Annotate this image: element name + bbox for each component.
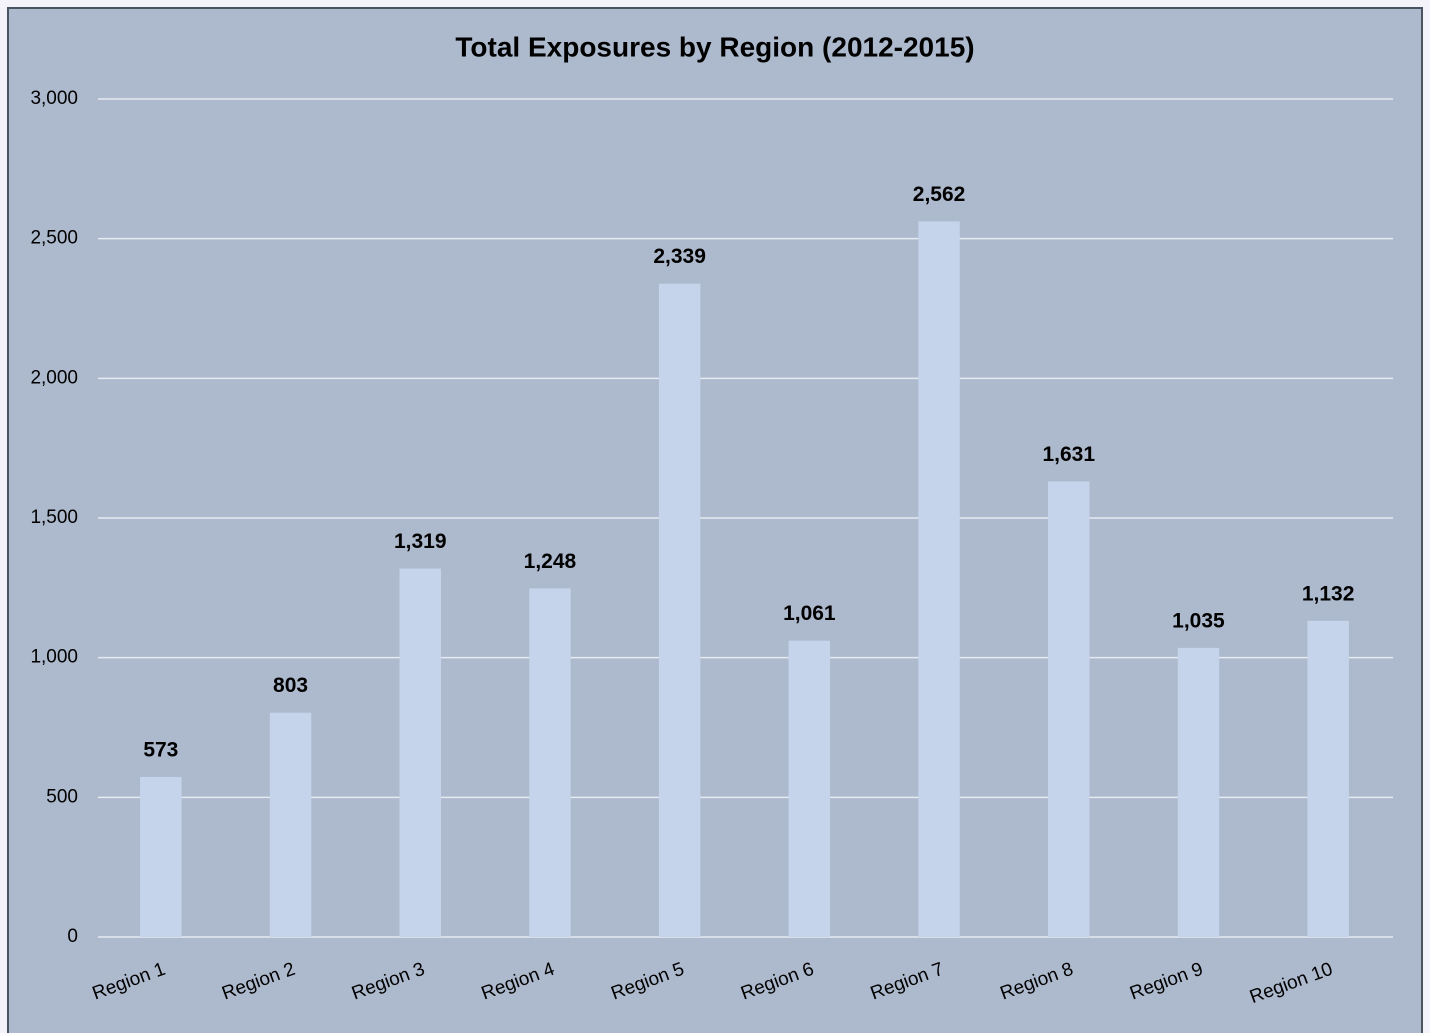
y-tick-label: 500 xyxy=(46,786,78,807)
y-tick-label: 1,500 xyxy=(30,507,78,528)
bar xyxy=(658,283,701,937)
bar xyxy=(269,712,312,937)
y-tick-label: 3,000 xyxy=(30,88,78,109)
y-tick-label: 0 xyxy=(67,926,78,947)
bar xyxy=(529,588,571,937)
value-label: 1,248 xyxy=(524,550,577,573)
bar xyxy=(1177,647,1220,937)
value-label: 2,339 xyxy=(653,245,706,268)
value-label: 1,132 xyxy=(1302,582,1355,605)
value-label: 803 xyxy=(273,674,308,697)
y-tick-label: 1,000 xyxy=(30,647,78,668)
value-label: 1,061 xyxy=(783,602,836,625)
value-label: 1,631 xyxy=(1042,443,1095,466)
bar xyxy=(140,776,182,937)
chart-title: Total Exposures by Region (2012-2015) xyxy=(455,31,974,62)
value-label: 1,319 xyxy=(394,530,447,553)
bar xyxy=(1307,620,1349,937)
value-label: 1,035 xyxy=(1172,609,1225,632)
y-tick-label: 2,000 xyxy=(30,367,78,388)
y-tick-label: 2,500 xyxy=(30,228,78,249)
bar xyxy=(788,640,831,937)
value-label: 573 xyxy=(143,738,178,761)
bar xyxy=(399,568,442,937)
bar xyxy=(1047,481,1090,937)
bar xyxy=(918,221,960,937)
value-label: 2,562 xyxy=(913,183,966,206)
